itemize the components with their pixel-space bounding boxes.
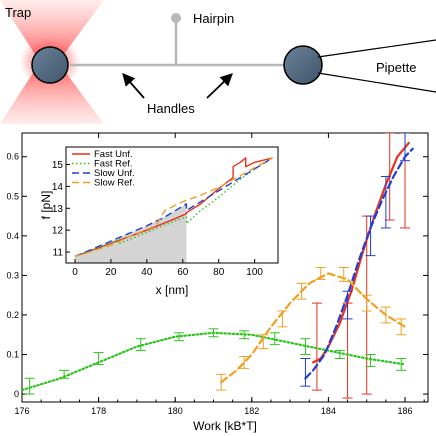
inset-y-axis-label: f [pN] — [39, 191, 53, 220]
inset-shaded-work-area — [75, 203, 187, 263]
legend-label-slow-ref: Slow Ref. — [94, 178, 135, 189]
inset-series-layer — [74, 157, 273, 258]
main-x-tick-label: 186 — [398, 406, 413, 416]
main-y-tick-label: 0.1 — [6, 350, 19, 360]
main-x-tick-label: 178 — [91, 406, 106, 416]
main-curve-slow-ref — [220, 272, 407, 384]
pipette-wall-top — [317, 39, 436, 58]
handles-label: Handles — [147, 101, 195, 116]
inset-y-tick-label: 14 — [52, 182, 64, 193]
force-extension-inset: 0 20 40 60 80 100 11 12 13 14 15 Fast Unf.Fast Ref… — [39, 140, 282, 298]
inset-x-tick-label: 0 — [72, 267, 78, 278]
main-y-tick-label: 0.2 — [6, 310, 19, 320]
inset-x-tick-label: 20 — [105, 267, 117, 278]
inset-y-tick-label: 12 — [52, 226, 64, 237]
main-y-tick-label: 0.6 — [6, 152, 19, 162]
main-x-tick-label: 180 — [168, 406, 183, 416]
trap-beam-top — [0, 0, 104, 62]
inset-curve-slow-ref — [74, 157, 273, 258]
pipette-wall-bottom — [317, 72, 436, 93]
main-axis-ticks: 176 178 180 182 184 186 0 0.1 0.2 0.3 0.4 0.5 0.6 — [6, 133, 428, 416]
inset-shaded-area — [75, 203, 187, 263]
main-y-tick-label: 0.4 — [6, 231, 19, 241]
handles-arrow-left — [122, 73, 145, 99]
inset-y-tick-label: 13 — [52, 204, 64, 215]
legend-label-fast-unf: Fast Unf. — [94, 149, 133, 160]
main-x-axis-label: Work [kB*T] — [193, 419, 257, 433]
main-y-tick-label: 0.3 — [6, 270, 19, 280]
main-y-tick-label: 0 — [14, 389, 19, 399]
inset-x-tick-label: 60 — [177, 267, 189, 278]
handles-arrow-right — [206, 73, 233, 99]
main-x-tick-label: 176 — [14, 406, 29, 416]
main-curve-fast-ref — [22, 331, 407, 392]
legend-label-fast-ref: Fast Ref. — [94, 159, 133, 170]
main-series-layer — [22, 133, 414, 399]
inset-legend: Fast Unf.Fast Ref.Slow Unf.Slow Ref. — [72, 149, 135, 189]
inset-y-tick-label: 11 — [53, 248, 64, 259]
inset-x-tick-label: 80 — [213, 267, 225, 278]
work-distribution-chart: 176 178 180 182 184 186 0 0.1 0.2 0.3 0.4 0.5 0.6 Wo… — [6, 132, 429, 433]
hairpin-head — [171, 13, 181, 23]
pipette-label: Pipette — [376, 60, 416, 75]
hairpin-label: Hairpin — [193, 11, 234, 26]
inset-x-tick-label: 100 — [246, 267, 263, 278]
main-series-fast-ref — [22, 328, 407, 395]
legend-label-slow-unf: Slow Unf. — [94, 168, 135, 179]
pipette-bead — [283, 45, 323, 85]
main-curve-slow-unf — [304, 147, 414, 380]
main-series-slow-ref — [216, 267, 407, 391]
inset-plot-frame — [65, 146, 279, 264]
inset-curve-fast-unf — [74, 157, 273, 258]
main-plot-frame — [21, 132, 429, 403]
inset-curve-fast-ref — [74, 157, 273, 258]
main-x-tick-label: 184 — [321, 406, 336, 416]
inset-y-tick-label: 15 — [52, 160, 64, 171]
inset-x-tick-label: 40 — [141, 267, 153, 278]
main-y-tick-label: 0.5 — [6, 191, 19, 201]
main-x-tick-label: 182 — [244, 406, 259, 416]
inset-axis-ticks: 0 20 40 60 80 100 11 12 13 14 15 — [52, 160, 264, 278]
trapped-bead — [31, 46, 69, 84]
inset-x-axis-label: x [nm] — [156, 283, 189, 297]
inset-curve-slow-unf — [74, 157, 273, 258]
trap-beam-bottom — [0, 62, 104, 124]
main-series-slow-unf — [300, 133, 414, 387]
trap-label: Trap — [5, 5, 31, 20]
schematic: Trap Hairpin Pipette Handles — [0, 0, 436, 124]
